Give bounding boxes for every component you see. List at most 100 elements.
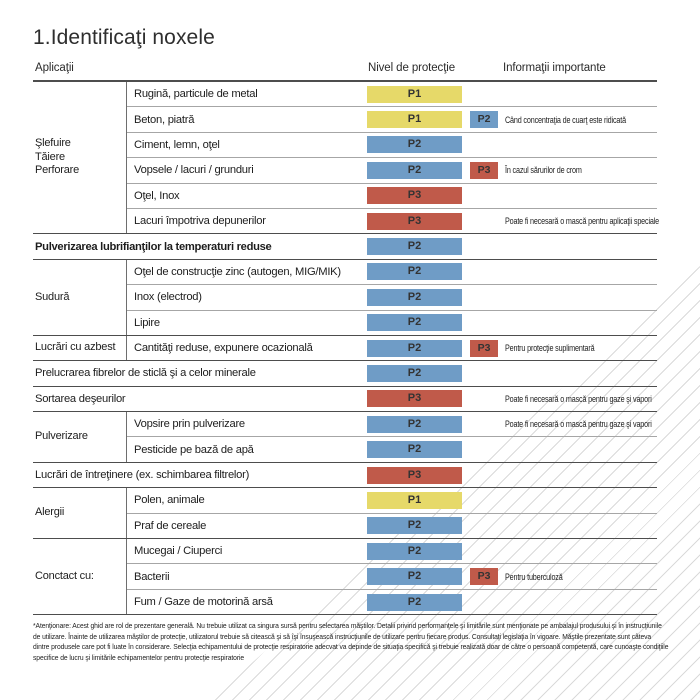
single-row-section: Lucrări de întreţinere (ex. schimbarea f… [33,461,657,487]
application-label: Vopsire prin pulverizare [134,418,245,431]
table-row: Cantităţi reduse, expunere ocazională P2 P… [127,336,657,360]
protection-badge: P2 [367,364,462,382]
protection-badge: P2 [367,593,462,611]
application-label: Oţel, Inox [134,189,180,202]
secondary-protection-badge: P3 [470,568,498,586]
group-rows: Cantităţi reduse, expunere ocazională P2 P… [126,335,657,361]
protection-badge: P2 [367,339,462,357]
application-label: Rugină, particule de metal [134,88,258,101]
chip-spacer [470,263,498,280]
application-label: Lacuri împotriva depunerilor [134,215,266,228]
footnote-line: *Atenţionare: Acest ghid are rol de prez… [33,621,662,630]
protection-badge: P2 [367,288,462,306]
group-section: Sudură Oţel de construcţie zinc (autogen,… [33,258,657,335]
info-note: Poate fi necesară o mască pentru gaze şi… [505,419,652,430]
hazard-table: Şlefuire Tăiere Perforare Rugină, particule… [33,82,660,616]
column-header-protection-level: Nivel de protecţie [368,62,456,74]
protection-badge: P3 [367,466,462,484]
protection-badge: P3 [367,212,462,230]
footnote-line: specifice de lucru şi limitările echipam… [33,652,245,662]
group-section: Şlefuire Tăiere Perforare Rugină, particule… [33,82,660,234]
info-note: Când concentraţia de cuarţ este ridicată [505,114,626,125]
table-row: Pesticide pe bază de apă P2 [127,436,657,461]
application-label: Lucrări de întreţinere (ex. schimbarea f… [35,469,250,482]
table-row: Lucrări de întreţinere (ex. schimbarea f… [33,463,498,487]
info-note: Poate fi necesară o mască pentru gaze şi… [505,393,652,404]
table-row: Beton, piatră P1 P2 Când concentraţia de cu… [127,106,657,131]
column-header-important-info: Informaţii importante [503,62,606,74]
application-label: Bacterii [134,570,170,583]
chip-spacer [470,289,498,306]
protection-badge: P2 [367,314,462,332]
table-row: Oţel de construcţie zinc (autogen, MIG/M… [127,260,657,284]
group-rows: Mucegai / Ciuperci P2 Bacterii P2 P3 Pentru t… [126,539,657,615]
application-label: Lipire [134,316,160,329]
application-label: Polen, animale [134,494,205,507]
protection-badge: P1 [367,85,462,103]
application-label: Inox (electrod) [134,291,202,304]
group-label-line: Şlefuire [35,137,71,150]
table-row: Inox (electrod) P2 [127,284,657,309]
application-label: Pesticide pe bază de apă [134,443,254,456]
chip-spacer [470,543,498,560]
table-row: Fum / Gaze de motorină arsă P2 [127,588,657,614]
group-rows: Oţel de construcţie zinc (autogen, MIG/M… [126,259,657,335]
chip-spacer [470,238,498,255]
table-row: Sortarea deşeurilor P3 Poate fi necesară o… [33,387,684,411]
table-row: Oţel, Inox P3 [127,182,657,208]
single-row-section: Sortarea deşeurilor P3 Poate fi necesară o… [33,385,657,411]
column-header-applications: Aplicaţii [35,62,74,74]
footnote: *Atenţionare: Acest ghid are rol de prez… [33,621,693,663]
group-section: Lucrări cu azbest Cantităţi reduse, expun… [33,334,657,361]
group-label: Sudură [33,260,126,335]
protection-badge: P2 [367,441,462,459]
group-label: Şlefuire Tăiere Perforare [33,82,126,233]
footnote-line: de utilizare. Înainte de utilizarea măşt… [33,631,652,641]
chip-spacer [470,365,498,382]
table-row: Lipire P2 [127,309,657,335]
info-note: Poate fi necesară o mască pentru aplicaţ… [505,216,660,227]
group-label: Conctact cu: [33,539,126,614]
application-label: Sortarea deşeurilor [35,392,126,405]
group-label-line: Lucrări cu azbest [35,341,116,354]
application-label: Cantităţi reduse, expunere ocazională [134,342,313,355]
table-row: Mucegai / Ciuperci P2 [127,539,657,563]
single-row-section: Prelucrarea fibrelor de sticlă şi a celo… [33,360,657,385]
protection-badge: P2 [367,415,462,433]
application-label: Vopsele / lacuri / grunduri [134,164,254,177]
protection-badge: P3 [367,390,462,408]
header-rule [33,80,657,82]
application-label: Ciment, lemn, oţel [134,138,220,151]
single-row-section: Pulverizarea lubrifianţilor la temperatu… [33,233,657,258]
info-note: În cazul sărurilor de crom [505,165,582,176]
secondary-protection-badge: P3 [470,339,498,357]
group-label-line: Sudură [35,290,70,303]
protection-badge: P2 [367,263,462,281]
protection-badge: P1 [367,491,462,509]
protection-badge: P2 [367,542,462,560]
chip-spacer [470,517,498,534]
chip-spacer [470,136,498,153]
chip-spacer [470,594,498,611]
protection-badge: P2 [367,238,462,256]
info-note: Pentru protecţie suplimentară [505,343,595,354]
chip-spacer [470,416,498,433]
group-label-line: Tăiere [35,150,65,163]
protection-badge: P2 [367,568,462,586]
footnote-line: dintre produsele care pot fi luate în co… [33,642,669,652]
group-rows: Rugină, particule de metal P1 Beton, piatr… [126,82,660,234]
protection-badge: P2 [367,517,462,535]
secondary-protection-badge: P2 [470,111,498,129]
group-section: Alergii Polen, animale P1 Praf de cereale P2 [33,487,657,539]
table-row: Pulverizarea lubrifianţilor la temperatu… [33,234,498,258]
application-label: Prelucrarea fibrelor de sticlă şi a celo… [35,367,256,380]
group-label: Pulverizare [33,412,126,462]
chip-spacer [470,213,498,230]
protection-badge: P2 [367,136,462,154]
group-label-line: Perforare [35,164,80,177]
group-label: Alergii [33,488,126,538]
group-label: Lucrări cu azbest [33,336,126,360]
table-row: Praf de cereale P2 [127,512,657,538]
protection-badge: P3 [367,187,462,205]
